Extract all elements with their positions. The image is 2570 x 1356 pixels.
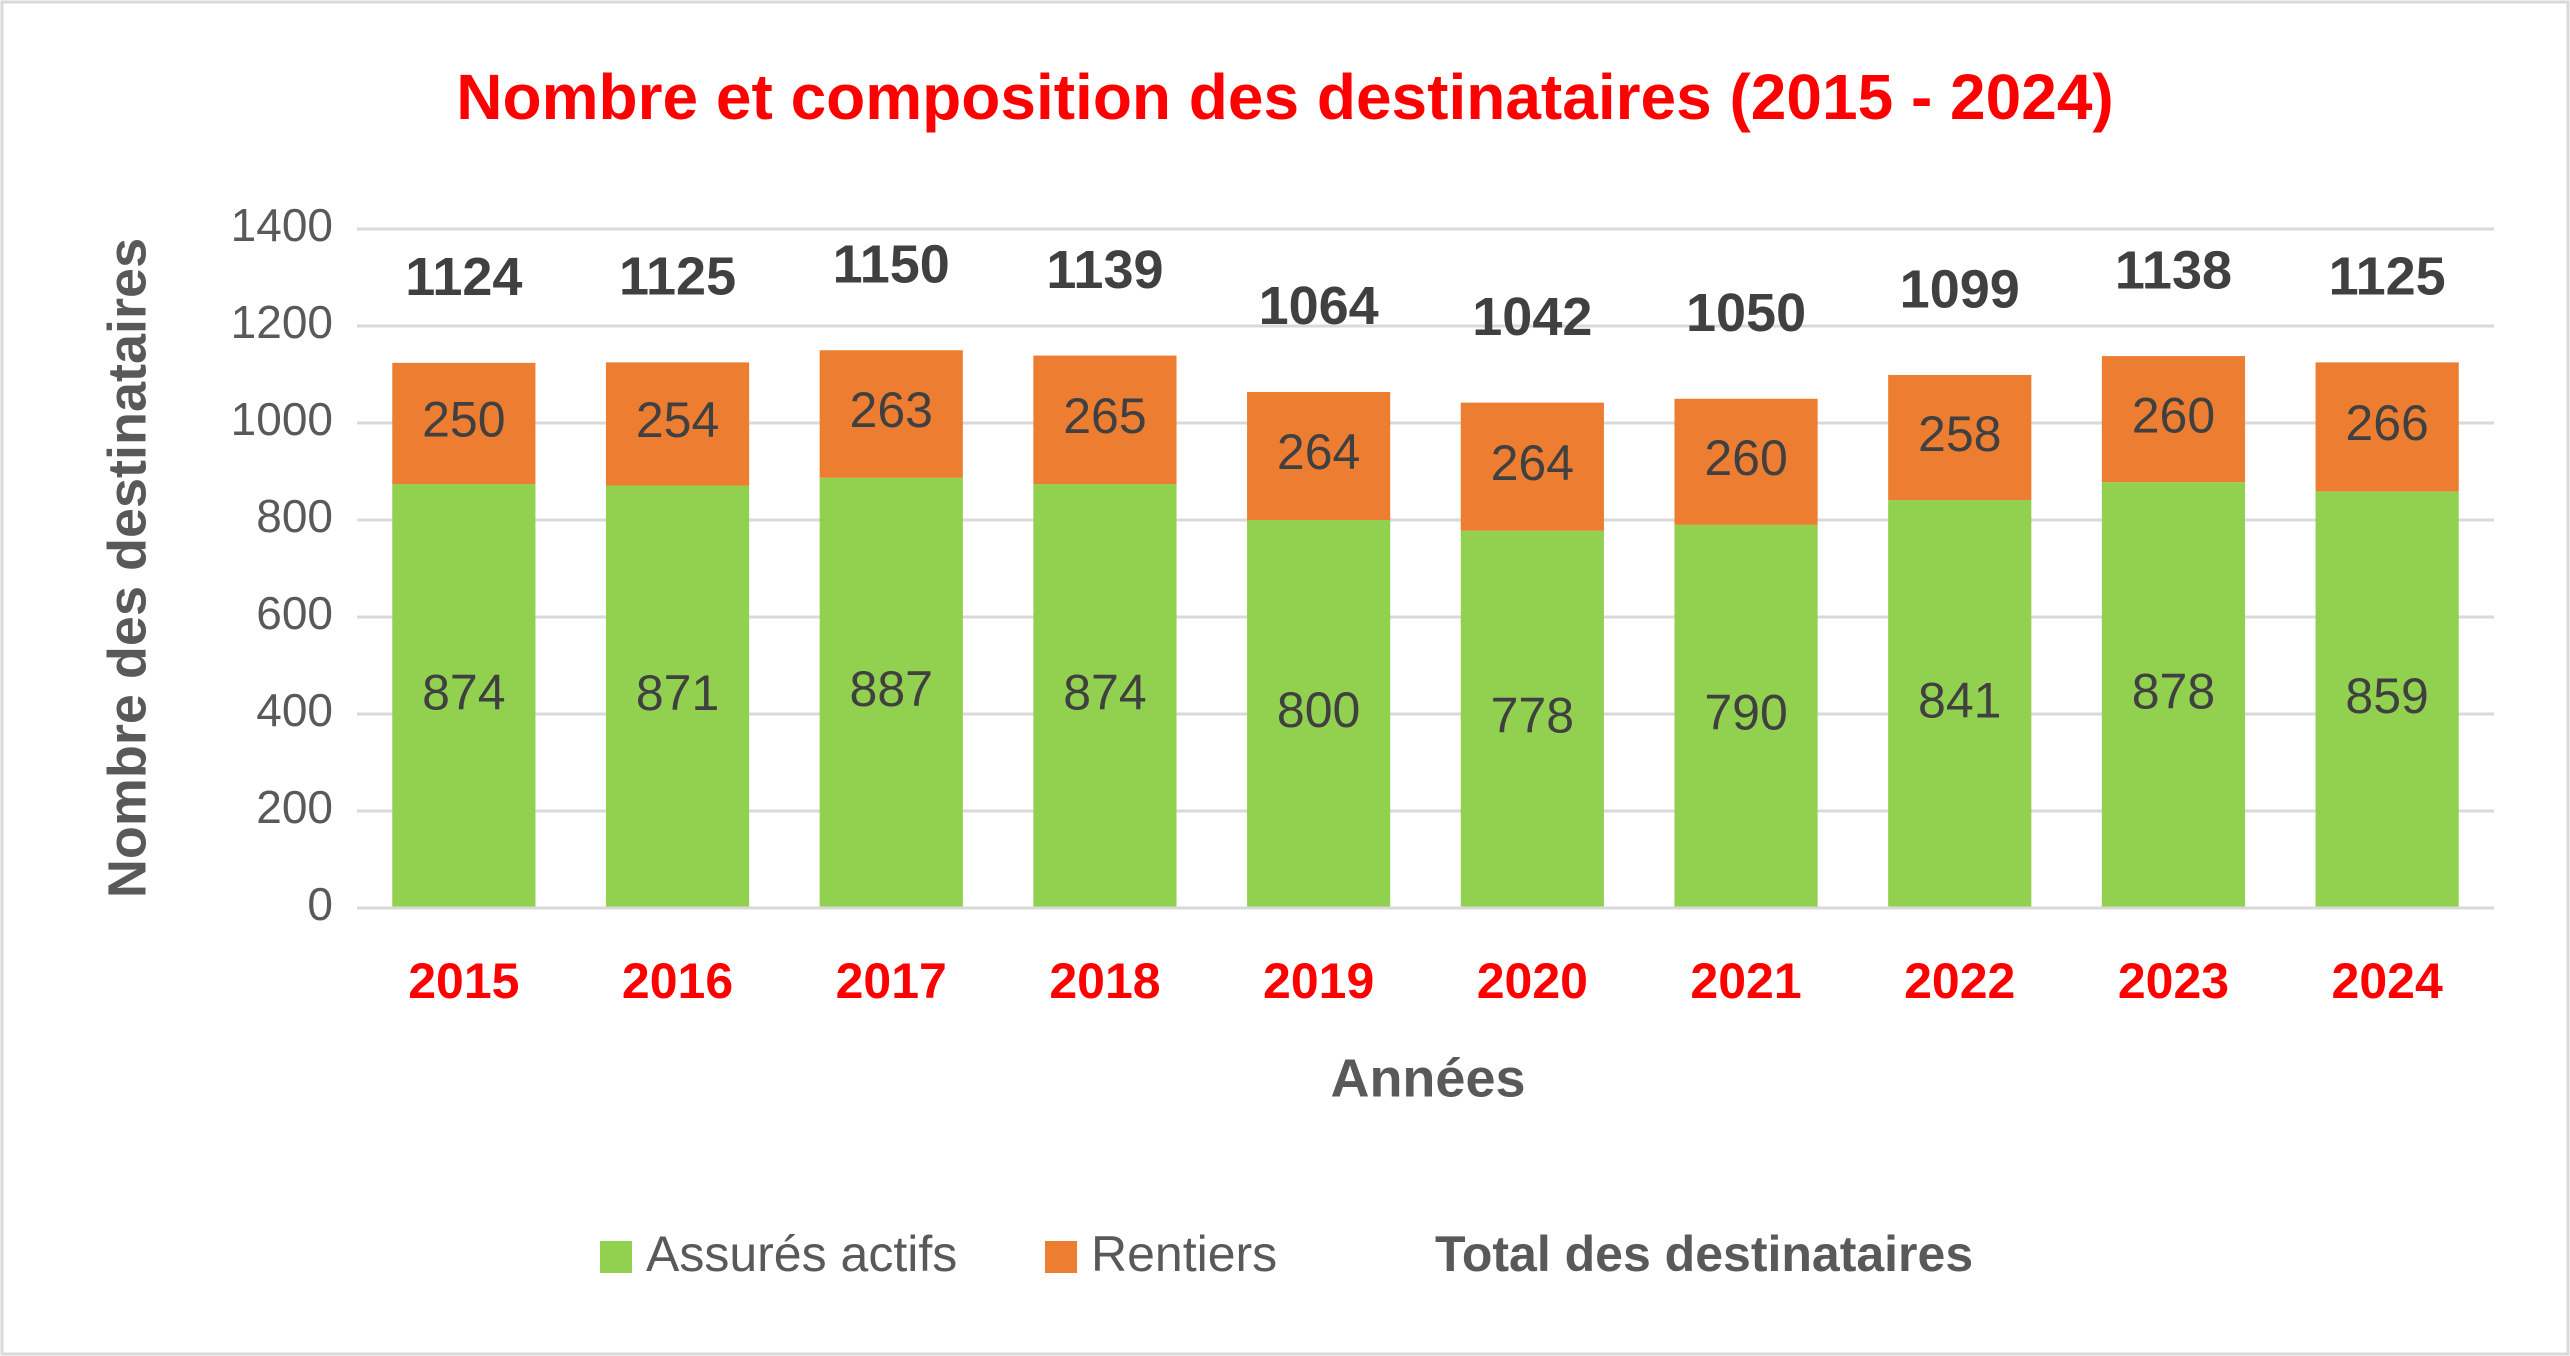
legend-label: Rentiers [1091, 1226, 1277, 1282]
data-label: 841 [1918, 672, 2001, 728]
bar-segment [1033, 355, 1177, 485]
total-label: 1099 [1900, 259, 2020, 319]
data-label: 871 [636, 665, 719, 721]
legend-label: Assurés actifs [646, 1226, 957, 1282]
data-label: 874 [1063, 664, 1146, 720]
total-label: 1150 [833, 235, 950, 295]
x-tick-label: 2024 [2332, 953, 2443, 1009]
x-tick-label: 2018 [1049, 953, 1160, 1009]
y-axis-title: Nombre des destinataires [97, 238, 157, 898]
total-label: 1125 [2329, 247, 2446, 307]
x-tick-label: 2022 [1904, 953, 2015, 1009]
y-tick-label: 1000 [231, 393, 333, 445]
bar-segment [1888, 374, 2032, 501]
bar-segment [1888, 500, 2032, 908]
y-tick-label: 200 [256, 781, 333, 833]
bar-segment [1460, 530, 1604, 908]
bar-segment [1460, 402, 1604, 531]
bar-segment [1033, 484, 1177, 908]
bar-segment [819, 350, 963, 478]
data-label: 250 [422, 392, 505, 448]
bar-segment [2315, 362, 2459, 492]
data-label: 266 [2345, 395, 2428, 451]
x-tick-label: 2016 [622, 953, 733, 1009]
data-label: 878 [2132, 663, 2215, 719]
total-label: 1042 [1472, 287, 1592, 347]
bar-segment [2101, 482, 2246, 908]
data-label: 258 [1918, 406, 2001, 462]
bar-segment [605, 362, 750, 486]
data-label: 859 [2345, 668, 2428, 724]
total-label: 1124 [405, 247, 522, 307]
y-tick-label: 1200 [231, 296, 333, 348]
x-tick-label: 2020 [1477, 953, 1588, 1009]
data-label: 800 [1277, 682, 1360, 738]
x-axis-title: Années [1330, 1048, 1525, 1108]
legend-swatch [1045, 1241, 1077, 1273]
y-tick-label: 600 [256, 587, 333, 639]
data-label: 254 [636, 392, 719, 448]
bar-segment [2101, 356, 2246, 483]
bar-segment [1674, 398, 1818, 525]
data-label: 265 [1063, 388, 1146, 444]
legend-label: Total des destinataires [1435, 1226, 1973, 1282]
x-tick-label: 2019 [1263, 953, 1374, 1009]
x-tick-label: 2015 [408, 953, 519, 1009]
total-label: 1125 [619, 247, 736, 307]
data-label: 264 [1277, 424, 1360, 480]
bar-segment [1674, 524, 1818, 908]
data-label: 260 [2132, 387, 2215, 443]
y-tick-label: 0 [307, 878, 333, 930]
x-tick-label: 2017 [836, 953, 947, 1009]
total-label: 1138 [2115, 240, 2232, 300]
bar-segment [1247, 391, 1391, 520]
data-label: 264 [1491, 435, 1574, 491]
chart-title: Nombre et composition des destinataires … [456, 61, 2113, 133]
y-tick-label: 800 [256, 490, 333, 542]
bar-segment [1247, 520, 1391, 908]
data-label: 263 [850, 382, 933, 438]
total-label: 1064 [1259, 276, 1379, 336]
y-tick-label: 1400 [231, 199, 333, 251]
total-label: 1139 [1046, 240, 1163, 300]
data-label: 790 [1704, 685, 1787, 741]
x-tick-label: 2021 [1690, 953, 1801, 1009]
bar-segment [2315, 491, 2459, 908]
x-tick-label: 2023 [2118, 953, 2229, 1009]
bar-segment [392, 362, 536, 485]
bar-segment [819, 477, 963, 908]
legend-swatch [600, 1241, 632, 1273]
bar-segment [392, 484, 536, 908]
bar-segment [605, 485, 750, 908]
data-label: 260 [1704, 430, 1787, 486]
total-label: 1050 [1686, 283, 1806, 343]
data-label: 887 [850, 661, 933, 717]
data-label: 874 [422, 664, 505, 720]
data-label: 778 [1491, 688, 1574, 744]
y-tick-label: 400 [256, 684, 333, 736]
